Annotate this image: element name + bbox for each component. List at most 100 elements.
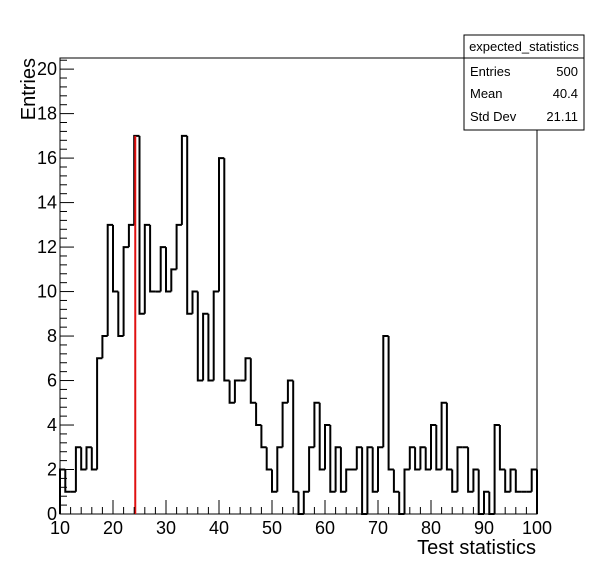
histogram-bin xyxy=(445,402,453,471)
stats-stddev-label: Std Dev xyxy=(470,109,517,124)
histogram-bins xyxy=(59,134,538,515)
histogram-bin xyxy=(493,424,500,514)
histogram-bin xyxy=(149,224,156,293)
histogram-bin xyxy=(308,446,315,492)
histogram-bin xyxy=(218,157,225,292)
y-tick-label: 18 xyxy=(37,104,57,124)
histogram-bin xyxy=(408,446,416,470)
histogram-bin xyxy=(228,380,235,404)
histogram-bin xyxy=(138,135,145,315)
y-tick-label: 20 xyxy=(37,59,57,79)
y-tick-label: 12 xyxy=(37,237,57,257)
histogram-bin xyxy=(477,469,484,515)
x-axis-title: Test statistics xyxy=(417,537,536,559)
x-tick-label: 10 xyxy=(50,518,70,538)
histogram-bin xyxy=(186,135,193,315)
histogram-bin xyxy=(202,312,209,381)
histogram-bin xyxy=(165,247,172,293)
histogram-bin xyxy=(276,446,283,492)
histogram-bin xyxy=(456,446,463,492)
histogram-bin xyxy=(175,223,182,270)
y-tick-label: 6 xyxy=(47,371,57,391)
histogram-bin xyxy=(249,358,257,404)
histogram-bin xyxy=(530,468,537,492)
histogram-bin xyxy=(85,446,92,470)
histogram-bin xyxy=(440,401,447,470)
histogram-bin xyxy=(324,424,331,470)
histogram-bin xyxy=(143,223,151,314)
histogram-bin xyxy=(498,425,506,471)
histogram-bin xyxy=(180,134,188,225)
histogram-bin xyxy=(271,469,278,493)
histogram-bin xyxy=(509,468,516,492)
histogram-bin xyxy=(419,446,426,470)
histogram-bin xyxy=(430,424,437,470)
histogram-bin xyxy=(255,402,262,427)
histogram-bin xyxy=(133,134,140,225)
histogram-bin xyxy=(170,268,177,292)
x-tick-label: 90 xyxy=(474,518,494,538)
y-tick-label: 10 xyxy=(37,282,57,302)
stats-title: expected_statistics xyxy=(469,39,579,54)
x-tick-label: 100 xyxy=(522,518,552,538)
stats-box: expected_statistics Entries 500 Mean 40.… xyxy=(463,34,585,131)
histogram-bin xyxy=(297,491,304,515)
histogram-bin xyxy=(101,335,108,359)
histogram-bin xyxy=(329,425,336,493)
y-tick-label: 16 xyxy=(37,148,57,168)
histogram-bin xyxy=(334,446,341,492)
histogram-bin xyxy=(424,447,431,471)
histogram-bin xyxy=(281,401,288,448)
histogram-bin xyxy=(392,469,400,493)
histogram-bin xyxy=(414,447,421,471)
histogram-bin xyxy=(122,246,129,337)
stats-mean-value: 40.4 xyxy=(553,86,578,101)
x-tick-label: 20 xyxy=(103,518,123,538)
histogram-bin xyxy=(96,357,103,470)
histogram-bin xyxy=(106,223,113,337)
y-tick-label: 4 xyxy=(47,415,57,435)
histogram-bin xyxy=(159,246,166,292)
x-tick-label: 70 xyxy=(368,518,388,538)
histogram-bin xyxy=(313,401,320,448)
y-tick-label: 8 xyxy=(47,326,57,346)
histogram-bin xyxy=(244,357,251,381)
histogram-bin xyxy=(371,447,378,493)
x-tick-label: 40 xyxy=(209,518,229,538)
histogram-bin xyxy=(292,380,299,493)
histogram-bin xyxy=(265,447,272,471)
x-tick-label: 50 xyxy=(262,518,282,538)
x-tick-label: 80 xyxy=(421,518,441,538)
x-tick-label: 60 xyxy=(315,518,335,538)
histogram-bin xyxy=(80,447,87,471)
histogram-bin xyxy=(382,335,389,448)
histogram-bin xyxy=(74,446,82,492)
histogram-bin xyxy=(377,446,384,492)
histogram-bin xyxy=(117,291,124,338)
histogram-bin xyxy=(339,447,347,493)
histogram-bin xyxy=(504,469,511,493)
histogram-bin xyxy=(318,402,325,471)
histogram-bin xyxy=(302,490,310,514)
histogram-bin xyxy=(472,468,479,492)
stats-entries-value: 500 xyxy=(556,64,578,79)
histogram-bin xyxy=(90,447,98,471)
stats-entries-label: Entries xyxy=(470,64,511,79)
histogram-bin xyxy=(127,223,135,248)
y-tick-label: 2 xyxy=(47,460,57,480)
histogram-bin xyxy=(403,468,410,514)
histogram-bin xyxy=(112,224,119,293)
histogram-bin xyxy=(260,425,267,449)
histogram-bin xyxy=(514,469,522,493)
stats-stddev-value: 21.11 xyxy=(546,109,578,124)
histogram-bin xyxy=(467,447,474,493)
histogram-bin xyxy=(361,447,368,515)
histogram-bin xyxy=(355,446,363,470)
histogram-bin xyxy=(212,290,219,381)
x-tick-label: 30 xyxy=(156,518,176,538)
y-tick-label: 14 xyxy=(37,193,57,213)
histogram-bin xyxy=(64,469,71,493)
axes: 10 20 30 40 50 60 70 80 90 100 0 2 4 6 8 10 12 14 16 18 20 xyxy=(37,59,552,538)
histogram-bin xyxy=(233,379,241,403)
